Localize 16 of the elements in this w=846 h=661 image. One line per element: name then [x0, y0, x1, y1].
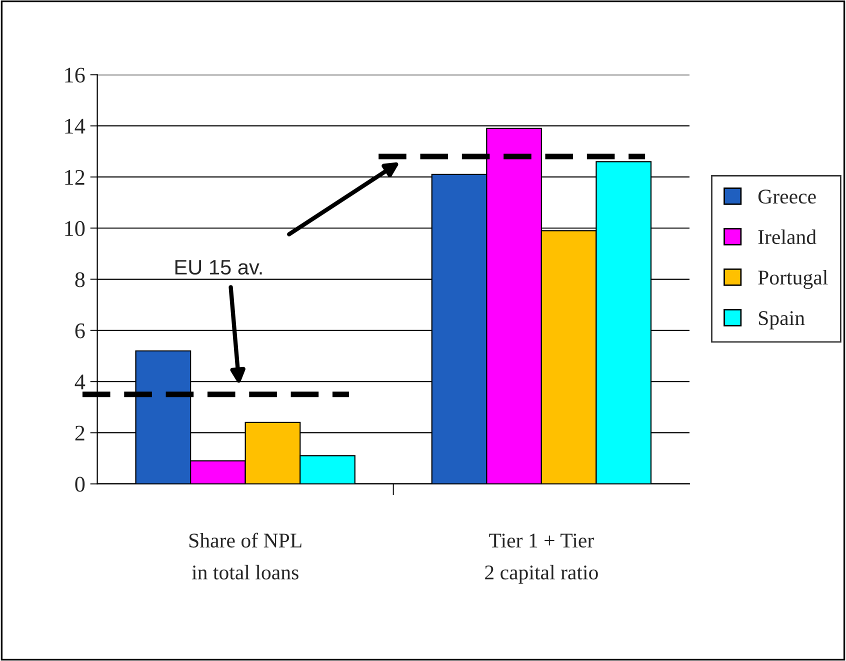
legend-label: Spain — [758, 311, 805, 330]
x-tick-label: Share of NPL in total loans — [189, 532, 302, 580]
y-tick-label: 16 — [65, 68, 85, 83]
y-tick-label: 6 — [75, 323, 85, 338]
annotation: EU 15 av. — [175, 260, 262, 275]
y-tick-label: 2 — [75, 426, 84, 440]
x-tick-label: Tier 1 + Tier 2 capital ratio — [485, 534, 598, 584]
y-tick-label: 4 — [74, 374, 86, 390]
legend-label: Ireland — [758, 229, 816, 244]
y-tick-label: 0 — [75, 476, 85, 492]
y-tick-label: 14 — [65, 118, 86, 134]
y-tick-label: 10 — [65, 221, 85, 236]
legend-label: Greece — [758, 190, 816, 204]
y-tick-label: 12 — [65, 170, 84, 185]
legend-label: Portugal — [758, 270, 828, 289]
y-tick-label: 8 — [75, 272, 85, 288]
